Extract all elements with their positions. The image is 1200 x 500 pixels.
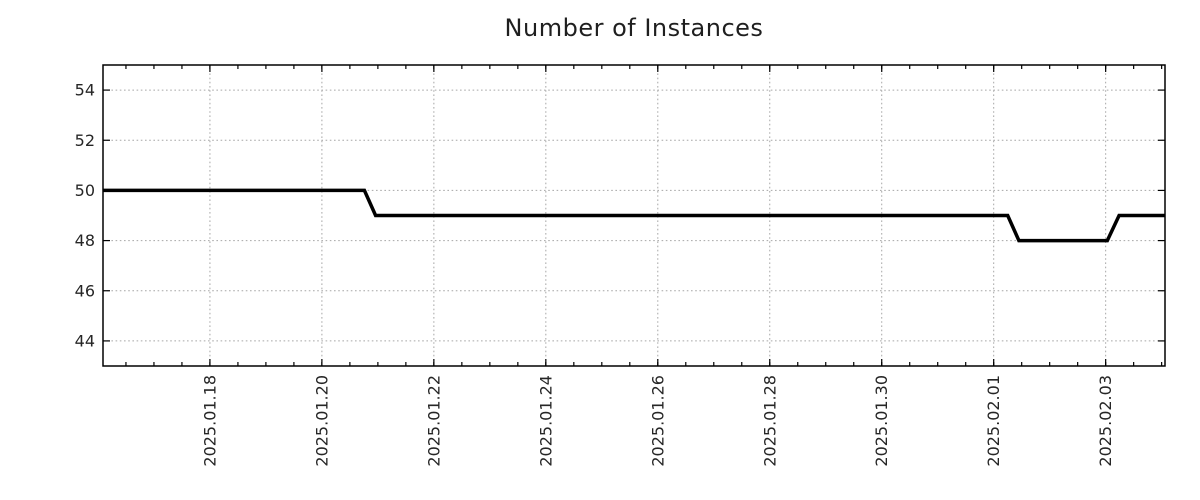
y-tick-label: 44 (75, 331, 95, 350)
y-tick-label: 50 (75, 181, 95, 200)
x-tick-label: 2025.01.20 (312, 375, 331, 467)
y-tick-label: 52 (75, 131, 95, 150)
series-line-instances (103, 188, 1165, 243)
x-tick-label: 2025.01.22 (424, 375, 443, 467)
chart-title: Number of Instances (504, 14, 764, 42)
x-tick-label: 2025.01.18 (200, 375, 219, 467)
x-tick-label: 2025.01.24 (536, 375, 555, 467)
x-tick-label: 2025.01.30 (872, 375, 891, 467)
y-tick-label: 46 (75, 281, 95, 300)
y-tick-label: 48 (75, 231, 95, 250)
x-tick-label: 2025.01.26 (648, 375, 667, 467)
y-tick-label: 54 (75, 81, 95, 100)
x-tick-label: 2025.01.28 (760, 375, 779, 467)
x-tick-label: 2025.02.03 (1096, 375, 1115, 467)
x-tick-label: 2025.02.01 (984, 375, 1003, 467)
